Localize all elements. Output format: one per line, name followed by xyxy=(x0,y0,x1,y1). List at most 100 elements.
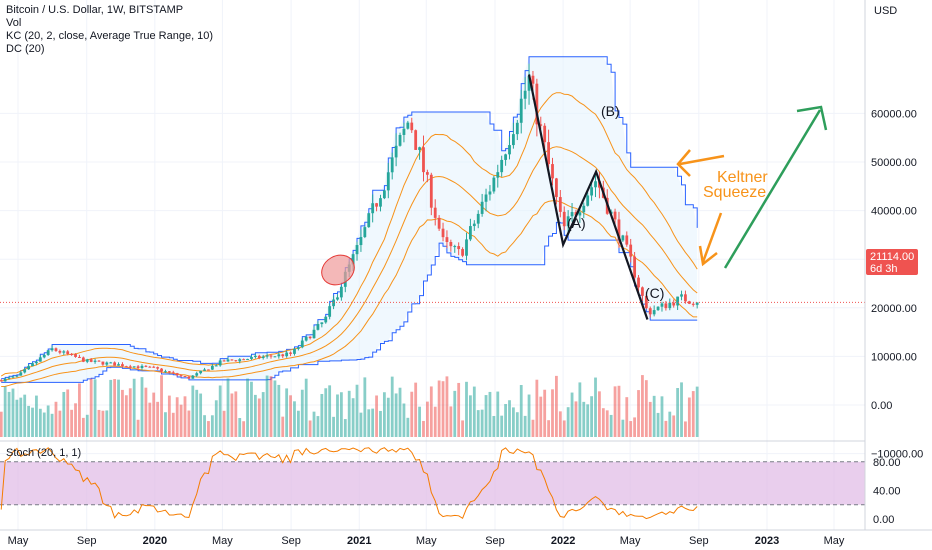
volume-bar xyxy=(85,414,89,437)
volume-bar xyxy=(81,417,85,437)
wave-b-label: (B) xyxy=(601,103,620,119)
candle-body xyxy=(183,376,187,378)
stochastic-axis[interactable]: 80.00 40.00 0.00 xyxy=(873,457,901,526)
candle-body xyxy=(402,128,406,135)
volume-bar xyxy=(117,379,120,437)
volume-bar xyxy=(273,380,277,437)
candle-body xyxy=(238,359,242,362)
candle-body xyxy=(164,371,167,373)
candle-body xyxy=(285,352,289,357)
volume-bar xyxy=(504,404,507,437)
candle-body xyxy=(312,329,316,339)
volume-bar xyxy=(648,401,652,437)
abc-wave-lines[interactable] xyxy=(527,74,649,320)
time-axis[interactable]: May Sep 2020 May Sep 2021 May Sep 2022 May Sep 2023… xyxy=(8,535,845,547)
candle-body xyxy=(81,357,85,362)
donchian-legend[interactable]: DC (20) xyxy=(6,43,45,55)
volume-bar xyxy=(277,384,281,437)
candle-body xyxy=(308,336,312,339)
volume-bar xyxy=(551,389,554,437)
candle-body xyxy=(101,361,105,365)
candle-body xyxy=(652,310,656,315)
stochastic-legend[interactable]: Stoch (20, 1, 1) xyxy=(6,447,82,459)
candle-body xyxy=(304,336,308,341)
candle-body xyxy=(594,181,597,188)
bar-countdown: 6d 3h xyxy=(870,263,898,275)
candle-body xyxy=(269,355,273,357)
donchian-upper-line xyxy=(1,56,698,380)
volume-bar xyxy=(398,387,402,437)
candle-body xyxy=(113,362,117,366)
candle-body xyxy=(359,237,363,246)
candle-body xyxy=(465,239,468,256)
volume-bar xyxy=(562,420,566,437)
volume-bar xyxy=(332,416,335,437)
candle-body xyxy=(625,235,629,245)
volume-bar xyxy=(429,386,433,437)
breakout-highlight-ellipse[interactable] xyxy=(316,249,359,290)
candle-body xyxy=(449,242,453,247)
volume-legend[interactable]: Vol xyxy=(6,17,22,29)
candle-body xyxy=(472,223,476,227)
volume-bar xyxy=(594,377,597,437)
candle-body xyxy=(351,254,355,265)
volume-bar xyxy=(234,391,238,437)
volume-bar xyxy=(695,386,699,437)
candle-body xyxy=(523,90,527,99)
candle-body xyxy=(437,217,441,229)
candle-body xyxy=(382,190,386,199)
volume-bar xyxy=(613,386,617,437)
candle-body xyxy=(218,360,222,366)
volume-bar xyxy=(488,391,492,437)
candle-body xyxy=(85,359,89,362)
candle-body xyxy=(160,368,163,372)
candle-body xyxy=(582,205,586,213)
volume-bar xyxy=(230,393,234,437)
volume-bar xyxy=(199,393,203,437)
candle-body xyxy=(484,194,488,202)
candle-body xyxy=(429,174,433,208)
price-axis[interactable]: 60000.0050000.0040000.0030000.0020000.00… xyxy=(871,108,923,460)
candle-body xyxy=(558,197,562,212)
volume-bar xyxy=(390,376,394,437)
volume-bar xyxy=(144,387,148,437)
keltner-arrow-upper[interactable] xyxy=(676,149,725,177)
candle-body xyxy=(512,134,515,146)
volume-bar xyxy=(265,375,269,437)
price-tick-label: 0.00 xyxy=(871,400,892,412)
volume-bar xyxy=(566,407,570,437)
volume-bar xyxy=(113,379,117,437)
stochastic-tick-label: 0.00 xyxy=(873,514,894,526)
volume-bar xyxy=(226,378,230,437)
candle-body xyxy=(386,172,390,191)
candle-body xyxy=(117,364,120,366)
bullish-projection-arrow[interactable] xyxy=(723,105,828,269)
donchian-channel-fill xyxy=(1,56,698,383)
volume-bar xyxy=(42,412,46,437)
candle-body xyxy=(281,354,285,357)
candle-body xyxy=(62,351,66,353)
candle-body xyxy=(676,296,680,306)
volume-bar xyxy=(285,388,289,437)
candle-body xyxy=(414,130,418,150)
volume-bar xyxy=(347,390,351,437)
volume-bar xyxy=(50,413,54,437)
candle-body xyxy=(680,294,683,297)
volume-bar xyxy=(187,410,191,437)
candle-body xyxy=(265,355,269,357)
candle-body xyxy=(257,355,261,359)
candle-body xyxy=(38,357,42,362)
candle-body xyxy=(19,372,23,376)
symbol-title[interactable]: Bitcoin / U.S. Dollar, 1W, BITSTAMP xyxy=(6,4,184,16)
candle-body xyxy=(539,124,543,126)
volume-bar xyxy=(355,384,359,437)
keltner-legend[interactable]: KC (20, 2, close, Average True Range, 10… xyxy=(6,30,214,42)
volume-bar xyxy=(250,381,253,437)
keltner-arrow-lower[interactable] xyxy=(698,212,723,267)
volume-bar xyxy=(425,401,429,437)
volume-bar xyxy=(691,391,695,437)
volume-bar xyxy=(570,392,574,437)
candle-body xyxy=(480,201,484,214)
candle-body xyxy=(203,369,206,371)
candle-body xyxy=(140,365,144,369)
